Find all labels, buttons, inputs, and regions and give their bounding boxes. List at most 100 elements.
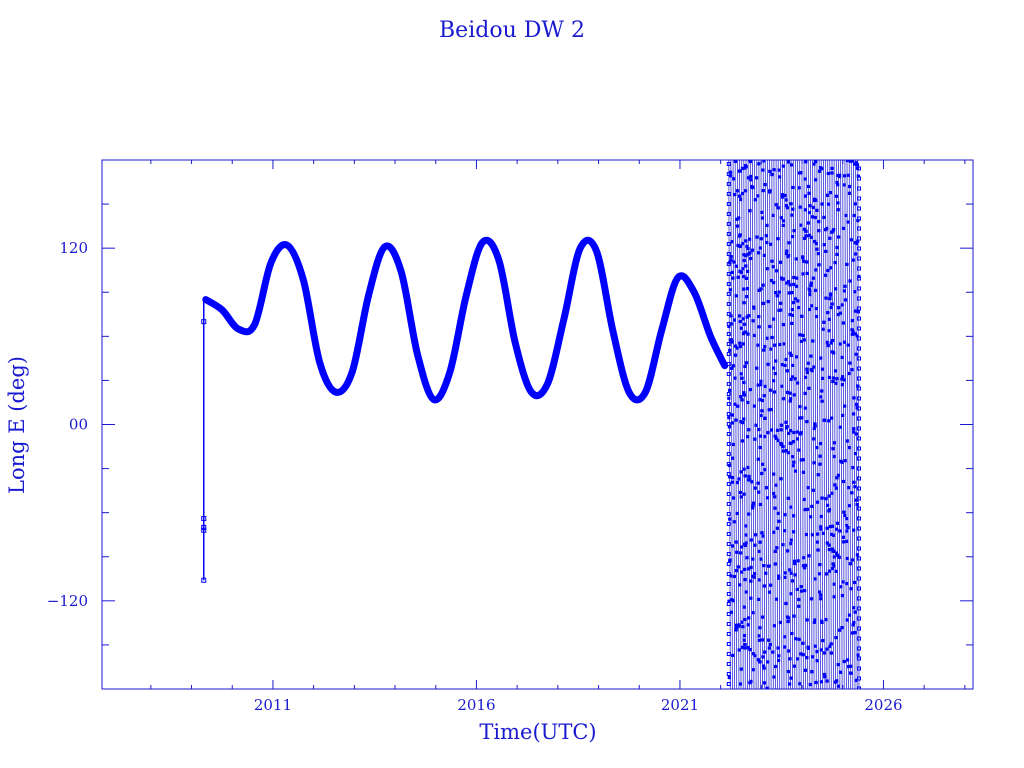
band-point bbox=[776, 511, 780, 515]
band-point bbox=[806, 486, 810, 490]
band-point bbox=[833, 483, 837, 487]
band-point bbox=[849, 587, 853, 591]
band-point bbox=[775, 428, 780, 432]
band-point bbox=[799, 585, 803, 589]
band-edge-point bbox=[726, 262, 731, 266]
band-point bbox=[778, 175, 782, 179]
band-point bbox=[788, 312, 792, 317]
band-point bbox=[795, 437, 800, 441]
band-point bbox=[785, 281, 789, 285]
band-point bbox=[792, 614, 796, 618]
band-point bbox=[822, 243, 826, 247]
band-point bbox=[740, 191, 745, 196]
band-edge-point bbox=[857, 196, 861, 201]
band-point bbox=[755, 235, 759, 239]
band-point bbox=[797, 448, 801, 452]
band-point bbox=[731, 544, 735, 548]
band-point bbox=[847, 486, 851, 490]
band-point bbox=[786, 670, 791, 674]
band-edge-point bbox=[857, 256, 861, 261]
band-point bbox=[856, 384, 860, 388]
band-point bbox=[785, 390, 790, 394]
band-edge-point bbox=[726, 562, 731, 566]
band-point bbox=[804, 234, 808, 238]
band-point bbox=[789, 571, 793, 575]
band-point bbox=[757, 325, 761, 329]
band-point bbox=[815, 500, 820, 504]
band-point bbox=[835, 476, 839, 480]
band-point bbox=[775, 269, 779, 273]
band-edge-point bbox=[726, 472, 731, 476]
band-point bbox=[835, 521, 840, 525]
band-point bbox=[760, 216, 765, 220]
band-edge-point bbox=[726, 662, 731, 666]
band-point bbox=[760, 210, 764, 214]
data-point bbox=[201, 577, 207, 583]
band-point bbox=[777, 576, 781, 580]
band-point bbox=[739, 551, 743, 555]
band-point bbox=[739, 197, 743, 202]
band-point bbox=[801, 564, 806, 568]
band-point bbox=[845, 582, 849, 586]
band-edge-point bbox=[726, 482, 731, 486]
band-point bbox=[740, 545, 744, 549]
band-point bbox=[780, 363, 784, 367]
band-point bbox=[761, 189, 765, 193]
band-point bbox=[773, 343, 777, 347]
band-point bbox=[814, 178, 818, 182]
band-point bbox=[830, 171, 834, 175]
band-point bbox=[825, 647, 829, 651]
band-point bbox=[727, 676, 731, 680]
band-point bbox=[828, 644, 832, 648]
band-point bbox=[825, 226, 829, 230]
band-point bbox=[746, 646, 750, 650]
band-point bbox=[773, 372, 777, 376]
band-edge-point bbox=[726, 552, 731, 556]
band-point bbox=[792, 275, 796, 280]
band-edge-point bbox=[726, 682, 731, 686]
band-point bbox=[791, 185, 795, 190]
band-edge-point bbox=[857, 636, 861, 641]
band-point bbox=[803, 566, 807, 570]
band-point bbox=[728, 559, 732, 563]
band-point bbox=[742, 417, 746, 421]
band-point bbox=[781, 397, 786, 401]
band-edge-point bbox=[857, 546, 861, 551]
band-point bbox=[754, 533, 758, 537]
band-point bbox=[798, 333, 802, 337]
band-point bbox=[742, 253, 746, 257]
band-point bbox=[741, 242, 745, 246]
band-point bbox=[779, 423, 783, 427]
band-point bbox=[850, 491, 854, 495]
band-point bbox=[735, 224, 739, 228]
early-drift-points bbox=[201, 299, 207, 583]
band-point bbox=[849, 160, 853, 162]
band-point bbox=[748, 237, 752, 241]
band-point bbox=[818, 563, 822, 567]
band-point bbox=[730, 413, 734, 417]
band-point bbox=[828, 191, 832, 195]
band-point bbox=[785, 206, 790, 210]
band-point bbox=[735, 511, 739, 516]
band-edge-point bbox=[726, 462, 731, 466]
band-edge-point bbox=[857, 516, 861, 521]
band-point bbox=[797, 186, 801, 190]
band-point bbox=[775, 546, 779, 550]
band-edge-point bbox=[857, 386, 861, 391]
band-point bbox=[807, 233, 812, 237]
band-point bbox=[853, 290, 857, 294]
band-point bbox=[784, 204, 788, 208]
band-point bbox=[735, 346, 739, 350]
band-point bbox=[844, 213, 848, 218]
band-point bbox=[761, 655, 765, 659]
band-point bbox=[732, 260, 736, 264]
band-point bbox=[747, 314, 751, 318]
band-point bbox=[795, 587, 799, 591]
band-point bbox=[799, 458, 803, 462]
band-point bbox=[832, 582, 836, 586]
band-point bbox=[818, 454, 822, 458]
band-point bbox=[828, 525, 832, 529]
band-point bbox=[820, 202, 824, 206]
band-point bbox=[761, 301, 765, 305]
